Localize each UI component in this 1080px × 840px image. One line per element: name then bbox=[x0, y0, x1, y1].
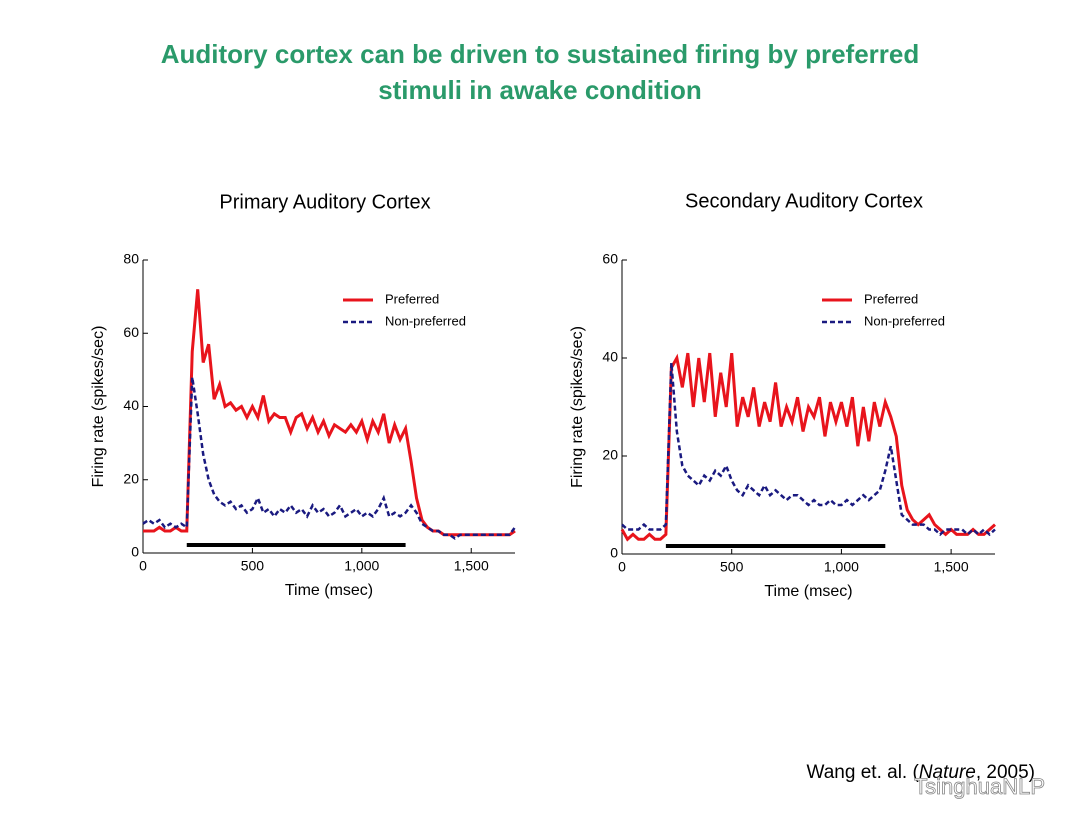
legend-label: Non-preferred bbox=[385, 313, 466, 328]
x-tick-label: 500 bbox=[720, 559, 744, 575]
y-axis-label: Firing rate (spikes/sec) bbox=[90, 326, 107, 488]
y-tick-label: 40 bbox=[123, 397, 139, 413]
y-tick-label: 0 bbox=[131, 544, 139, 560]
citation-text: Wang et. al. ( bbox=[807, 762, 920, 783]
slide-title: Auditory cortex can be driven to sustain… bbox=[161, 39, 920, 69]
legend-label: Non-preferred bbox=[864, 313, 945, 328]
x-tick-label: 0 bbox=[139, 558, 147, 574]
x-tick-label: 0 bbox=[618, 559, 626, 575]
y-tick-label: 0 bbox=[610, 545, 618, 561]
citation-text: , 2005) bbox=[976, 762, 1035, 783]
y-axis-label: Firing rate (spikes/sec) bbox=[569, 326, 586, 488]
x-tick-label: 500 bbox=[241, 558, 265, 574]
series-line bbox=[143, 289, 516, 537]
chart-title: Primary Auditory Cortex bbox=[219, 191, 430, 213]
x-tick-label: 1,000 bbox=[824, 559, 859, 575]
y-tick-label: 60 bbox=[123, 324, 139, 340]
slide-title: stimuli in awake condition bbox=[378, 75, 702, 105]
x-axis-label: Time (msec) bbox=[285, 582, 373, 599]
x-axis-label: Time (msec) bbox=[764, 583, 852, 600]
series-line bbox=[142, 377, 517, 540]
x-tick-label: 1,500 bbox=[454, 558, 489, 574]
citation-journal: Nature bbox=[919, 762, 976, 783]
legend-label: Preferred bbox=[385, 291, 439, 306]
y-tick-label: 20 bbox=[123, 470, 139, 486]
watermark: TsinghuaNLP bbox=[914, 774, 1045, 799]
series-line bbox=[621, 362, 996, 537]
citation: Wang et. al. (Nature, 2005) bbox=[807, 762, 1035, 783]
y-tick-label: 40 bbox=[602, 349, 618, 365]
x-tick-label: 1,500 bbox=[934, 559, 969, 575]
y-tick-label: 80 bbox=[123, 251, 139, 267]
y-tick-label: 60 bbox=[602, 251, 618, 267]
y-tick-label: 20 bbox=[602, 447, 618, 463]
stimulus-bar bbox=[186, 543, 406, 547]
x-tick-label: 1,000 bbox=[344, 558, 379, 574]
legend-label: Preferred bbox=[864, 291, 918, 306]
chart-title: Secondary Auditory Cortex bbox=[685, 190, 923, 212]
series-line bbox=[620, 352, 996, 542]
stimulus-bar bbox=[665, 544, 886, 548]
